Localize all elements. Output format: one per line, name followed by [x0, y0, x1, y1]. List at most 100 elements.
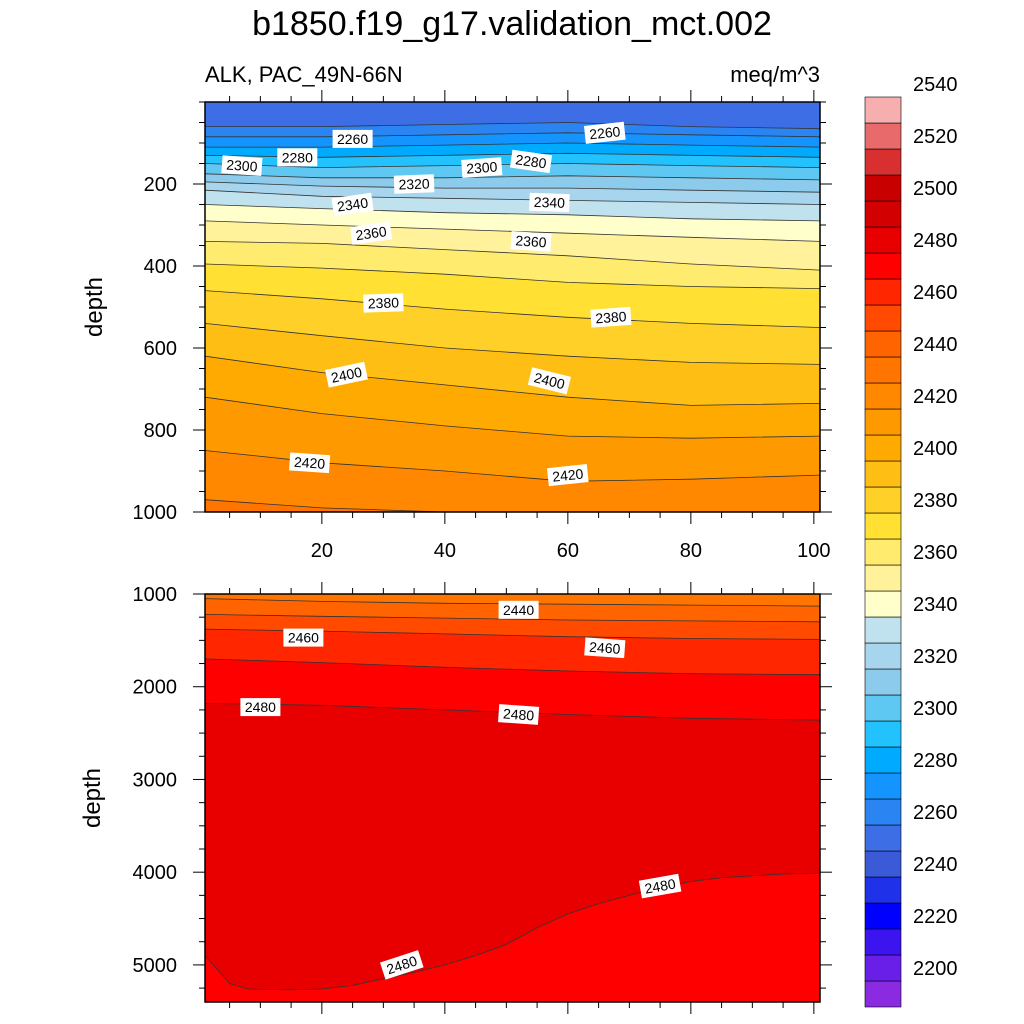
- colorbar-swatch: [864, 798, 902, 826]
- contour-line: [205, 290, 820, 328]
- bottom-contour-line: [205, 872, 820, 991]
- contour-label-text: 2260: [337, 131, 368, 147]
- upper-axis-ticks: 20 40 60 80 100 200 400 600 800 1000: [133, 90, 832, 562]
- contour-label-text: 2440: [503, 602, 534, 618]
- lower-plot-frame: [204, 593, 821, 1003]
- contour-label-text: 2260: [588, 123, 621, 142]
- colorbar-label: 2440: [913, 334, 958, 356]
- contour-label-text: 2320: [398, 175, 430, 192]
- contour-label-text: 2480: [245, 699, 276, 715]
- colorbar-swatch: [864, 980, 902, 1008]
- contour-label: 2400: [325, 361, 368, 388]
- colorbar-swatch: [864, 746, 902, 774]
- contour-line: [205, 355, 820, 406]
- contour-label: 2460: [584, 637, 626, 659]
- colorbar-swatch: [864, 96, 902, 124]
- colorbar-label: 2540: [913, 74, 958, 96]
- colorbar-swatch: [864, 408, 902, 436]
- contour-label-text: 2280: [282, 149, 313, 165]
- contour-label-box: [461, 157, 503, 178]
- colorbar-label: 2340: [913, 594, 958, 616]
- y-tick-label: 800: [144, 420, 177, 442]
- lower-axis-ticks: 1000 2000 3000 4000 5000: [133, 582, 832, 1014]
- contour-label-text: 2360: [515, 232, 547, 250]
- contour-line: [205, 614, 820, 623]
- contour-label-box: [325, 361, 368, 388]
- colorbar-label: 2380: [913, 490, 958, 512]
- colorbar-swatch: [864, 824, 902, 852]
- contour-label: 2480: [498, 704, 540, 725]
- colorbar-swatch: [864, 434, 902, 462]
- colorbar-swatch: [864, 200, 902, 228]
- contour-label: 2280: [277, 148, 318, 167]
- colorbar-swatch: [864, 720, 902, 748]
- contour-line: [205, 499, 820, 512]
- colorbar: 2200 2220 2240 2260 2280 2300 2320 2340 2360 2380…: [864, 74, 958, 1008]
- contour-label-text: 2300: [466, 159, 498, 177]
- contour-line: [205, 204, 820, 222]
- colorbar-label: 2280: [913, 750, 958, 772]
- contour-label-text: 2280: [514, 151, 547, 171]
- contour-label-text: 2340: [336, 194, 369, 214]
- contour-label: 2360: [350, 221, 393, 245]
- contour-label-box: [498, 704, 540, 725]
- colorbar-label: 2200: [913, 958, 958, 980]
- contour-label: 2480: [240, 698, 281, 717]
- y-tick-label: 1000: [133, 502, 178, 524]
- contour-label: 2340: [331, 192, 374, 217]
- colorbar-label: 2320: [913, 646, 958, 668]
- contour-label-box: [363, 293, 404, 313]
- contour-label-text: 2420: [551, 465, 584, 484]
- x-tick-label: 20: [311, 540, 333, 562]
- y-tick-label: 5000: [133, 955, 178, 977]
- colorbar-swatch: [864, 174, 902, 202]
- colorbar-swatch: [864, 330, 902, 358]
- contour-label: 2380: [590, 306, 632, 328]
- contour-label-text: 2460: [589, 639, 621, 657]
- contour-line: [205, 181, 820, 193]
- bottom-contour-band: [205, 873, 820, 1002]
- colorbar-swatch: [864, 252, 902, 280]
- contour-label-box: [546, 464, 589, 487]
- y-tick-label: 200: [144, 174, 177, 196]
- y-tick-label: 400: [144, 256, 177, 278]
- contour-label-text: 2340: [534, 194, 566, 211]
- contour-line: [205, 142, 820, 148]
- contour-label: 2380: [363, 293, 404, 313]
- colorbar-label: 2520: [913, 126, 958, 148]
- colorbar-swatch: [864, 590, 902, 618]
- contour-label-box: [393, 174, 435, 194]
- contour-label: 2300: [461, 157, 503, 178]
- contour-label: 2300: [221, 155, 263, 176]
- chart-title: b1850.f19_g17.validation_mct.002: [252, 5, 772, 43]
- colorbar-label: 2260: [913, 802, 958, 824]
- colorbar-swatch: [864, 122, 902, 150]
- contour-label: 2320: [393, 174, 435, 194]
- contour-label-box: [527, 367, 571, 395]
- contour-line: [205, 396, 820, 439]
- contour-label-box: [529, 192, 570, 213]
- y-tick-label: 4000: [133, 862, 178, 884]
- contour-line: [205, 173, 820, 181]
- contour-label: 2480: [638, 873, 682, 899]
- contour-label-text: 2400: [330, 364, 364, 386]
- contour-line: [205, 132, 820, 138]
- contour-label-box: [240, 698, 281, 717]
- x-tick-label: 40: [434, 540, 456, 562]
- x-tick-label: 100: [797, 540, 830, 562]
- contour-label-box: [283, 628, 324, 647]
- contour-line: [205, 220, 820, 242]
- lower-y-axis-label: depth: [79, 768, 106, 828]
- colorbar-label: 2500: [913, 178, 958, 200]
- contour-label-box: [277, 148, 318, 167]
- variable-region-label: ALK, PAC_49N-66N: [205, 62, 403, 87]
- contour-label: 2420: [289, 452, 331, 474]
- contour-label: 2360: [510, 231, 552, 252]
- colorbar-label: 2360: [913, 542, 958, 564]
- colorbar-label: 2420: [913, 386, 958, 408]
- contour-label-box: [590, 306, 632, 328]
- colorbar-label: 2480: [913, 230, 958, 252]
- contour-line: [205, 163, 820, 169]
- contour-label-text: 2380: [595, 308, 627, 326]
